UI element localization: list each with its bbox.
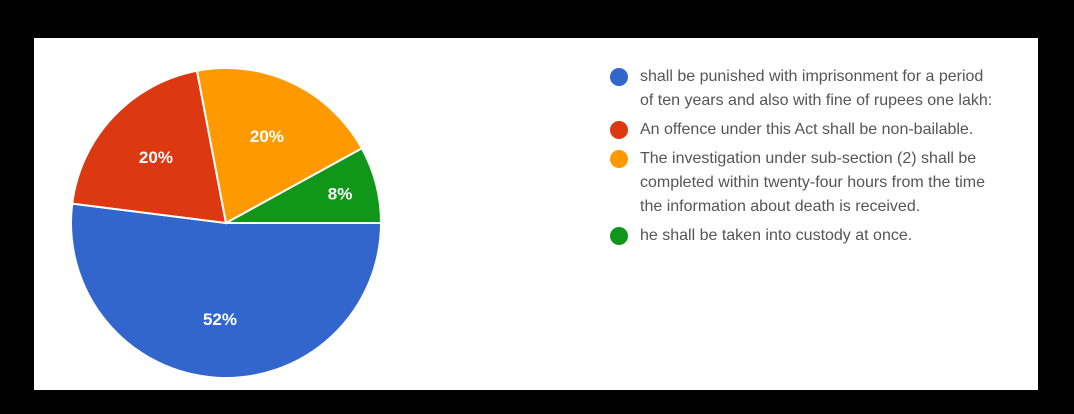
chart-panel: 52% 20% 20% 8% shall be punished with impri… xyxy=(34,38,1038,390)
pie-slice-label: 20% xyxy=(139,148,173,167)
legend-swatch xyxy=(610,121,628,139)
pie-slice[interactable] xyxy=(71,69,228,225)
legend-label: An offence under this Act shall be non-b… xyxy=(640,121,974,138)
legend-item[interactable]: shall be punished with imprisonment for … xyxy=(610,65,1030,113)
pie-slice-label: 52% xyxy=(203,310,237,329)
legend-swatch xyxy=(610,68,628,86)
pie-slice[interactable] xyxy=(225,146,383,224)
legend-label: he shall be taken into custody at once. xyxy=(640,227,913,244)
pie-slice[interactable] xyxy=(195,67,364,225)
pie-slices xyxy=(70,67,383,379)
legend-item[interactable]: The investigation under sub-section (2) … xyxy=(610,147,1030,219)
pie-slice-label: 8% xyxy=(328,185,353,204)
legend-item[interactable]: he shall be taken into custody at once. xyxy=(610,224,1030,248)
pie-slice-label: 20% xyxy=(250,127,284,146)
pie-slice[interactable] xyxy=(70,202,383,379)
legend-item[interactable]: An offence under this Act shall be non-b… xyxy=(610,118,1030,142)
legend-swatch xyxy=(610,150,628,168)
legend-label: shall be punished with imprisonment for … xyxy=(640,68,993,109)
legend-label: The investigation under sub-section (2) … xyxy=(640,150,986,215)
pie-slice-labels: 52% 20% 20% 8% xyxy=(139,127,352,329)
legend: shall be punished with imprisonment for … xyxy=(610,65,1030,253)
legend-swatch xyxy=(610,227,628,245)
pie-chart: 52% 20% 20% 8% xyxy=(70,67,383,379)
